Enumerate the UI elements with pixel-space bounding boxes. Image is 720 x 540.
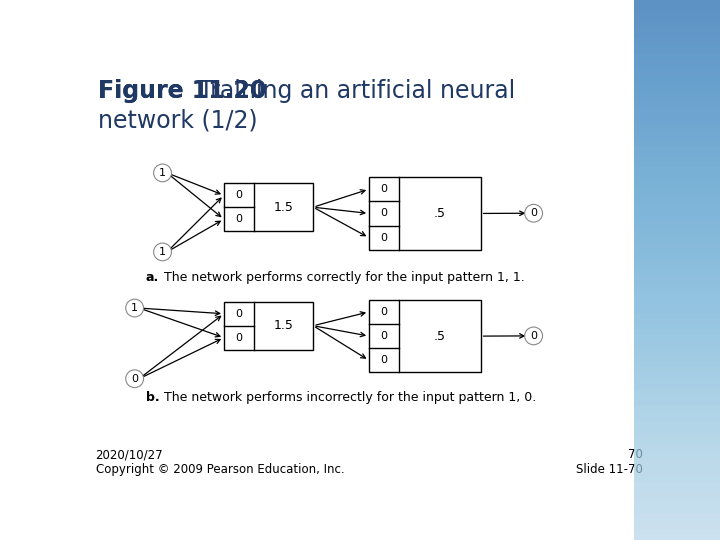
Text: 0: 0 <box>381 233 387 242</box>
Ellipse shape <box>153 164 171 182</box>
Ellipse shape <box>525 204 543 222</box>
Ellipse shape <box>126 299 143 317</box>
Text: 0: 0 <box>530 208 537 218</box>
Text: The network performs incorrectly for the input pattern 1, 0.: The network performs incorrectly for the… <box>161 391 536 404</box>
Text: 1: 1 <box>159 247 166 257</box>
Text: Training an artificial neural: Training an artificial neural <box>199 79 515 103</box>
Text: 0: 0 <box>131 374 138 384</box>
Text: The network performs correctly for the input pattern 1, 1.: The network performs correctly for the i… <box>161 271 525 284</box>
Text: 0: 0 <box>235 190 243 200</box>
Text: Figure 11.20: Figure 11.20 <box>99 79 266 103</box>
Text: 0: 0 <box>235 214 243 224</box>
Text: 1: 1 <box>131 303 138 313</box>
Text: 0: 0 <box>381 208 387 219</box>
Bar <box>224 183 313 231</box>
Text: 1.5: 1.5 <box>274 201 294 214</box>
Ellipse shape <box>153 243 171 261</box>
Bar <box>369 177 481 250</box>
Text: 0: 0 <box>381 331 387 341</box>
Text: 70
Slide 11-70: 70 Slide 11-70 <box>575 448 642 476</box>
Text: .5: .5 <box>434 329 446 342</box>
Text: 2020/10/27
Copyright © 2009 Pearson Education, Inc.: 2020/10/27 Copyright © 2009 Pearson Educ… <box>96 448 344 476</box>
Text: 0: 0 <box>235 333 243 343</box>
Text: 0: 0 <box>530 331 537 341</box>
Text: Figure 11.20 Training an artificial neural
network (1/2): Figure 11.20 Training an artificial neur… <box>99 79 569 131</box>
Text: .5: .5 <box>434 207 446 220</box>
Text: 0: 0 <box>235 309 243 319</box>
Text: 1: 1 <box>159 168 166 178</box>
Text: 0: 0 <box>381 184 387 194</box>
Ellipse shape <box>525 327 543 345</box>
Ellipse shape <box>126 370 143 388</box>
Text: network (1/2): network (1/2) <box>99 109 258 132</box>
Text: Figure 11.20: Figure 11.20 <box>99 79 266 103</box>
Bar <box>369 300 481 373</box>
Text: 0: 0 <box>381 355 387 366</box>
Text: a.: a. <box>145 271 159 284</box>
Bar <box>224 302 313 349</box>
Text: 0: 0 <box>381 307 387 317</box>
Text: 1.5: 1.5 <box>274 319 294 332</box>
Text: b.: b. <box>145 391 159 404</box>
